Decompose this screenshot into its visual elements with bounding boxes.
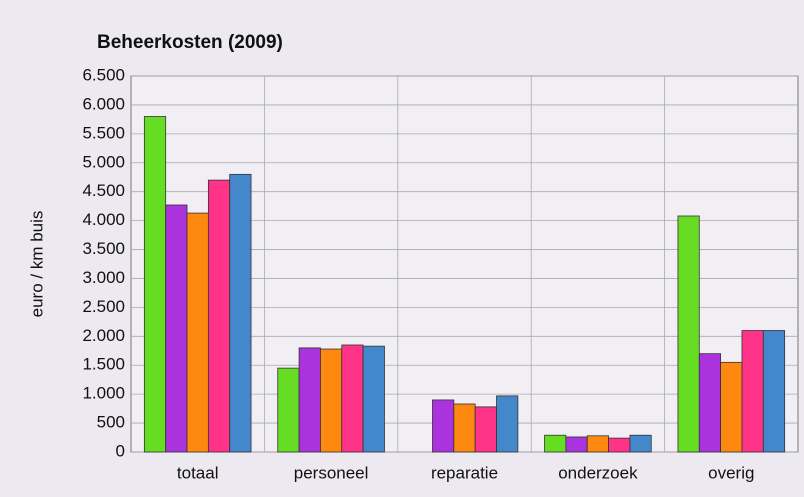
- bar: [143, 116, 167, 453]
- bar: [586, 435, 609, 453]
- y-tick-label: 5.000: [82, 152, 125, 171]
- bar: [474, 406, 497, 453]
- bar: [298, 347, 321, 453]
- bar: [496, 395, 519, 453]
- x-tick-label: onderzoek: [558, 463, 638, 482]
- bar: [565, 436, 588, 453]
- bar: [277, 367, 300, 453]
- bar: [229, 173, 252, 453]
- y-tick-label: 1.000: [82, 384, 125, 403]
- bar: [341, 344, 364, 453]
- bar: [762, 330, 786, 453]
- bar: [207, 179, 231, 453]
- bar: [362, 345, 385, 453]
- y-axis-label: euro / km buis: [27, 211, 46, 318]
- y-tick-label: 2.500: [82, 297, 125, 316]
- y-tick-label: 5.500: [82, 123, 125, 142]
- y-tick-label: 1.500: [82, 355, 125, 374]
- x-tick-label: overig: [708, 463, 754, 482]
- y-tick-label: 4.000: [82, 210, 125, 229]
- bar: [698, 353, 722, 453]
- bar: [677, 215, 700, 453]
- y-tick-label: 0: [116, 441, 125, 460]
- x-tick-label: personeel: [294, 463, 369, 482]
- x-tick-label: totaal: [177, 463, 219, 482]
- y-tick-label: 4.500: [82, 181, 125, 200]
- y-tick-label: 3.500: [82, 239, 125, 258]
- y-tick-label: 2.000: [82, 326, 125, 345]
- bar: [544, 434, 567, 453]
- bar: [186, 212, 209, 453]
- bar: [165, 204, 188, 453]
- y-tick-label: 6.500: [82, 65, 125, 84]
- bar: [608, 437, 631, 453]
- chart-title: Beheerkosten (2009): [97, 32, 283, 53]
- y-tick-label: 3.000: [82, 268, 125, 287]
- bar: [453, 403, 476, 453]
- y-tick-label: 500: [97, 413, 125, 432]
- bar: [432, 399, 455, 453]
- bar: [720, 361, 743, 453]
- bar: [741, 330, 764, 453]
- bar: [629, 434, 652, 453]
- bar: [320, 348, 343, 453]
- x-tick-label: reparatie: [431, 463, 498, 482]
- y-tick-label: 6.000: [82, 94, 125, 113]
